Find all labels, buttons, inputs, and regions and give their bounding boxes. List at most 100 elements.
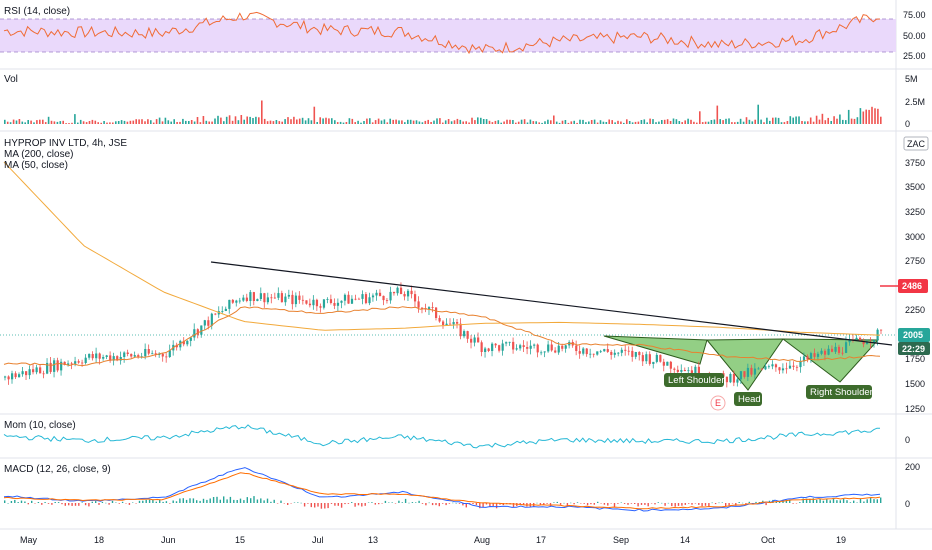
macd-hist-bar <box>465 503 467 508</box>
head-label[interactable]: Head <box>738 394 761 405</box>
macd-hist-bar <box>735 503 737 506</box>
time-axis[interactable]: May 18 Jun 15 Jul 13 Aug 17 Sep 14 Oct 1… <box>20 535 846 545</box>
volume-bar <box>21 121 24 124</box>
right-shoulder-label[interactable]: Right Shoulder <box>810 387 873 398</box>
macd-hist-bar <box>438 503 440 507</box>
trend-line[interactable] <box>210 261 893 346</box>
macd-tick: 0 <box>905 499 910 509</box>
volume-bar <box>696 122 698 124</box>
volume-bar <box>442 122 444 124</box>
macd-hist-bar <box>398 500 400 503</box>
volume-bar <box>663 119 666 124</box>
candle-body <box>802 356 806 362</box>
volume-bar <box>62 120 64 124</box>
macd-hist-bar <box>613 503 616 507</box>
volume-bar <box>225 116 228 124</box>
macd-hist-bar <box>566 503 569 506</box>
candle-body <box>210 313 213 326</box>
candle-body <box>477 337 480 343</box>
volume-bar <box>258 117 260 124</box>
candle-body <box>389 291 392 301</box>
volume-bar <box>94 120 97 124</box>
macd-hist-bar <box>630 503 633 504</box>
volume-bar <box>217 115 219 124</box>
volume-bar <box>605 122 608 124</box>
volume-bar <box>617 120 619 124</box>
candle-body <box>725 376 729 383</box>
macd-hist-bar <box>775 501 777 503</box>
candle-body <box>119 357 122 361</box>
volume-bar <box>39 119 41 124</box>
volume-bar <box>158 117 161 124</box>
volume-pane[interactable]: Vol 5M 2.5M 0 <box>4 74 925 129</box>
candle-body <box>669 361 672 369</box>
volume-bar <box>398 120 400 124</box>
macd-hist-bar <box>344 503 346 505</box>
volume-bar <box>42 119 44 124</box>
candle-body <box>35 367 38 373</box>
countdown-box <box>898 342 930 355</box>
volume-bar <box>377 118 380 124</box>
macd-pane[interactable]: MACD (12, 26, close, 9) 200 0 <box>3 462 920 512</box>
x-tick: Jun <box>161 535 176 545</box>
macd-hist-bar <box>162 501 164 503</box>
volume-bar <box>643 119 646 124</box>
currency-badge[interactable]: ZAC <box>903 136 929 151</box>
candle-body <box>305 300 308 304</box>
price-pane[interactable]: HYPROP INV LTD, 4h, JSE MA (200, close) … <box>0 136 930 414</box>
volume-bar <box>228 115 231 124</box>
macd-hist-bar <box>44 502 46 503</box>
volume-bar <box>850 118 853 124</box>
volume-bar <box>658 121 660 124</box>
macd-hist-bar <box>836 500 838 503</box>
candle-body <box>109 355 112 361</box>
macd-hist-bar <box>216 496 218 503</box>
volume-bar <box>745 117 748 124</box>
volume-bar <box>631 122 634 124</box>
macd-hist-bar <box>694 503 697 504</box>
candle-body <box>452 322 455 325</box>
volume-bar <box>407 119 409 124</box>
volume-bar <box>812 121 815 124</box>
macd-hist-bar <box>546 503 548 504</box>
left-shoulder-label[interactable]: Left Shoulder <box>668 375 725 386</box>
rsi-pane[interactable]: RSI (14, close) 75.00 50.00 25.00 <box>0 6 926 61</box>
volume-bar <box>4 119 6 124</box>
volume-bar <box>74 114 76 124</box>
earnings-marker-icon[interactable] <box>710 395 726 411</box>
volume-bar <box>468 122 470 124</box>
volume-bar <box>395 119 397 124</box>
candle-body <box>442 321 445 325</box>
volume-bar <box>185 120 187 124</box>
volume-bar <box>769 120 771 124</box>
momentum-pane[interactable]: Mom (10, close) 0 <box>3 420 910 449</box>
candle-body <box>161 353 164 357</box>
volume-bar <box>833 116 835 124</box>
volume-bar <box>421 122 424 124</box>
candle-body <box>343 294 347 301</box>
macd-hist-bar <box>155 501 157 503</box>
volume-bar <box>24 122 26 124</box>
volume-bar <box>27 120 29 124</box>
macd-hist-bar <box>340 503 343 508</box>
macd-hist-bar <box>445 503 447 506</box>
volume-bar <box>436 118 438 124</box>
macd-hist-bar <box>37 502 40 503</box>
candle-body <box>827 348 830 355</box>
volume-bar <box>138 119 140 124</box>
rsi-tick: 75.00 <box>903 10 926 20</box>
candle-body <box>294 295 298 305</box>
macd-hist-bar <box>802 498 804 503</box>
macd-hist-bar <box>873 499 875 503</box>
macd-hist-bar <box>209 498 211 503</box>
volume-bar <box>176 122 178 124</box>
x-tick: 19 <box>836 535 846 545</box>
macd-hist-bar <box>819 499 821 503</box>
volume-bar <box>599 120 602 124</box>
candle-body <box>697 366 700 378</box>
volume-bar <box>684 120 686 124</box>
volume-bar <box>734 122 736 124</box>
candle-body <box>554 350 557 353</box>
volume-bar <box>573 120 575 124</box>
